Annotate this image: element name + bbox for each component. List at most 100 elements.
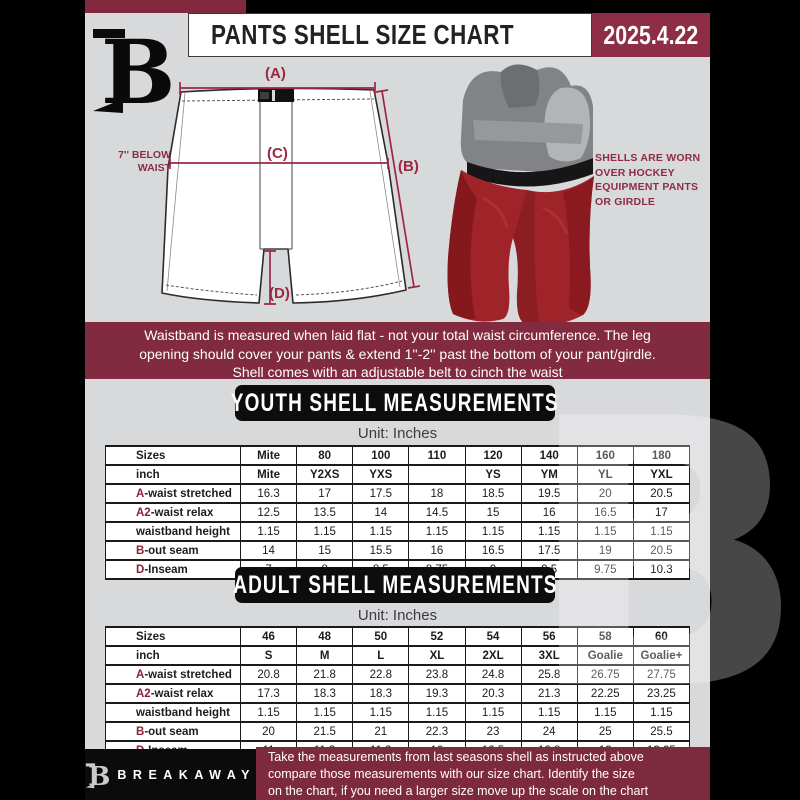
table-cell: 20.3	[464, 683, 522, 704]
table-cell: 20.5	[632, 540, 691, 561]
table-cell: 19	[576, 540, 634, 561]
table-cell: L	[352, 645, 410, 666]
table-cell: 50	[352, 626, 410, 647]
table-cell: 20	[239, 721, 298, 742]
table-cell: 1.15	[576, 702, 634, 723]
table-cell: Goalie	[576, 645, 634, 666]
table-cell: Mite	[239, 464, 298, 485]
table-cell: XL	[408, 645, 466, 666]
table-cell: YXS	[352, 464, 410, 485]
adult-size-table: Sizes 46 48 50 52 54 56 58 60 inch S M L XL 2XL 3XL Goal…	[105, 626, 691, 761]
table-cell: 80	[296, 445, 354, 466]
table-cell: 17.5	[520, 540, 578, 561]
below-waist-line2: WAIST	[137, 162, 171, 174]
table-cell: 16.5	[464, 540, 522, 561]
table-cell: YS	[464, 464, 522, 485]
table-row: Sizes Mite 80 100 110 120 140 160 180	[105, 445, 691, 466]
table-cell: 25.5	[632, 721, 691, 742]
table-cell: 180	[632, 445, 691, 466]
table-cell: 21.3	[520, 683, 578, 704]
table-cell: Mite	[239, 445, 298, 466]
table-cell: 1.15	[464, 702, 522, 723]
table-cell: 1.15	[352, 521, 410, 542]
table-cell: YL	[576, 464, 634, 485]
table-cell: 1.15	[296, 702, 354, 723]
table-cell: YM	[520, 464, 578, 485]
table-cell: 1.15	[239, 521, 298, 542]
table-row: A-waist stretched 20.8 21.8 22.8 23.8 24.8 25.…	[105, 664, 691, 685]
table-cell: 110	[408, 445, 466, 466]
table-cell: 26.75	[576, 664, 634, 685]
row-label: waistband height	[105, 702, 241, 723]
shorts-diagram	[161, 82, 421, 305]
text-line: OR GIRDLE	[595, 195, 656, 208]
table-cell: 20	[576, 483, 634, 504]
top-accent-strip	[85, 0, 246, 13]
measure-label-b: (B)	[398, 158, 419, 175]
table-cell: 46	[239, 626, 298, 647]
youth-size-table: Sizes Mite 80 100 110 120 140 160 180 inch Mite Y2X…	[105, 445, 691, 580]
table-cell: 48	[296, 626, 354, 647]
table-cell: 20.8	[239, 664, 298, 685]
table-cell: YXL	[632, 464, 691, 485]
table-cell: 1.15	[408, 521, 466, 542]
table-cell: 24	[520, 721, 578, 742]
table-cell: 13.5	[296, 502, 354, 523]
table-row: B-out seam 14 15 15.5 16 16.5 17.5 19 20.5	[105, 540, 691, 561]
row-label: A2-waist relax	[105, 683, 241, 704]
footer-breakaway-logo-icon: B	[85, 761, 110, 792]
table-cell: 17	[296, 483, 354, 504]
table-cell: 58	[576, 626, 634, 647]
date-text: 2025.4.22	[603, 19, 699, 50]
table-cell: 21.8	[296, 664, 354, 685]
table-cell: 16.5	[576, 502, 634, 523]
youth-section-banner: YOUTH SHELL MEASUREMENTS	[231, 385, 558, 421]
table-cell: 1.15	[632, 521, 691, 542]
row-label-accent: A	[136, 487, 145, 500]
table-row: Sizes 46 48 50 52 54 56 58 60	[105, 626, 691, 647]
below-waist-note: 7'' BELOW WAIST	[103, 149, 171, 175]
row-label: D-Inseam	[105, 559, 241, 580]
table-cell: 1.15	[408, 702, 466, 723]
shells-worn-note: SHELLS ARE WORN OVER HOCKEY EQUIPMENT PANT…	[595, 151, 720, 209]
table-cell: 24.8	[464, 664, 522, 685]
footer: B BREAKAWAY Take the measurements from l…	[85, 747, 710, 800]
table-row: B-out seam 20 21.5 21 22.3 23 24 25 25.5	[105, 721, 691, 742]
table-cell: 15	[296, 540, 354, 561]
table-cell: 21	[352, 721, 410, 742]
text-line: SHELLS ARE WORN	[595, 152, 701, 164]
table-row: A2-waist relax 12.5 13.5 14 14.5 15 16 16.5 17	[105, 502, 691, 523]
info-banner: Waistband is measured when laid flat - n…	[85, 322, 710, 380]
table-cell: 17.5	[352, 483, 410, 504]
text-line: compare those measurements with our size…	[268, 767, 635, 781]
table-cell: 1.15	[464, 521, 522, 542]
table-cell: 18.3	[352, 683, 410, 704]
table-cell: 15.5	[352, 540, 410, 561]
table-cell: 1.15	[352, 702, 410, 723]
table-row: A2-waist relax 17.3 18.3 18.3 19.3 20.3 21.3 22…	[105, 683, 691, 704]
row-label-accent: B	[136, 725, 145, 738]
table-cell: 17	[632, 502, 691, 523]
row-label: inch	[105, 645, 241, 666]
table-cell: 160	[576, 445, 634, 466]
table-cell: 14	[352, 502, 410, 523]
table-cell: 23	[464, 721, 522, 742]
table-row: inch S M L XL 2XL 3XL Goalie Goalie+	[105, 645, 691, 666]
table-cell: 14.5	[408, 502, 466, 523]
footer-note: Take the measurements from last seasons …	[256, 747, 710, 800]
measure-label-c: (C)	[267, 145, 288, 162]
adult-unit-label: Unit: Inches	[357, 607, 438, 624]
table-cell: 15	[464, 502, 522, 523]
row-label-accent: A2	[136, 687, 151, 700]
text-line: Take the measurements from last seasons …	[268, 750, 644, 764]
row-label: A2-waist relax	[105, 502, 241, 523]
table-cell: 27.75	[632, 664, 691, 685]
text-line: EQUIPMENT PANTS	[595, 181, 699, 193]
svg-text:B: B	[101, 20, 175, 121]
table-cell: Y2XS	[296, 464, 354, 485]
table-cell: 3XL	[520, 645, 578, 666]
table-cell: 19.5	[520, 483, 578, 504]
table-cell: 23.8	[408, 664, 466, 685]
breakaway-logo-icon: B	[93, 20, 175, 121]
